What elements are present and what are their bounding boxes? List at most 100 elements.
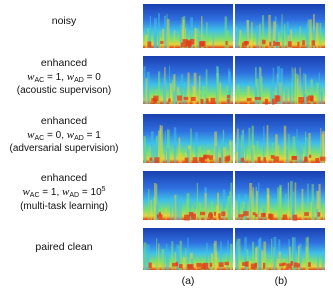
spectrogram-streak [195,132,198,163]
spectrogram-energy [262,262,266,269]
spectrogram-energy [187,264,194,270]
spectrogram-energy [254,96,261,101]
spectrogram-streak [251,21,253,48]
spectrogram-streak [236,32,238,48]
spectrogram-streak [201,16,203,48]
spectrogram-streak [210,201,214,220]
spectrogram-streak [154,18,157,48]
spectrogram-energy [319,156,326,161]
spectrogram-streak [147,28,150,48]
spectrogram-energy [148,262,152,269]
spectrogram-streak [292,69,295,104]
spectrogram-streak [259,23,261,48]
spectrogram-streak [189,202,192,220]
spectrogram-energy [199,42,205,46]
spectrogram-streak [320,128,322,163]
spectrogram-streak [149,15,151,48]
spectrogram-streak [164,15,166,49]
spectrogram-streak [164,80,166,104]
spectrogram-streak [236,31,239,48]
spectrogram-streak [256,140,259,163]
spectrogram-streak [169,83,173,104]
spectrogram-energy [192,157,198,164]
spectrogram-energy [206,98,209,104]
spectrogram-streak [313,30,315,48]
spectrogram-streak [230,209,234,220]
spectrogram-streak [173,74,176,104]
row-formula: wAC = 0, wAD = 1 [27,129,101,142]
spectrogram-streak [213,242,216,270]
spectrogram-energy [302,40,305,46]
spectrogram-streak [228,68,230,104]
spectrogram-streak [198,203,202,220]
spectrogram-streak [230,182,233,220]
spectrogram-streak [215,146,219,163]
spectrogram-streak [177,204,180,220]
spectrogram-streak [168,65,170,104]
spectrogram-streak [227,30,229,48]
spectrogram-energy [292,214,298,221]
spectrogram-energy [268,213,274,219]
spectrogram-streak [252,187,254,220]
spectrogram-streak [237,84,240,104]
spectrogram-energy [191,213,196,220]
spectrogram-streak [305,131,307,163]
spectrogram-streak [240,147,242,163]
spectrogram-energy [158,211,161,217]
spectrogram-streak [187,149,190,163]
spectrogram-energy [263,157,266,162]
spectrogram-streak [289,87,292,104]
spectrogram-energy [306,96,309,102]
spectrogram-streak [244,237,247,270]
spectrogram-streak [258,182,260,220]
spectrogram-streak [156,260,159,270]
spectrogram-energy [200,211,206,216]
row-title: paired clean [35,241,92,253]
spectrogram-streak [221,139,224,163]
spectrogram-energy [287,41,292,47]
spectrogram-streak [294,73,298,104]
spectrogram-streak [199,75,201,104]
spectrogram-streak [248,261,252,270]
spectrogram-streak [299,144,301,163]
spectrogram-streak [305,28,307,48]
spectrogram-energy [271,98,275,105]
spectrogram-streak [190,128,192,163]
spectrogram-energy [190,96,196,101]
spectrogram-streak [148,188,150,220]
spectrogram-streak [260,76,263,104]
spectrogram-streak [271,78,274,104]
spectrogram-streak [310,201,312,220]
spectrogram-streak [159,128,162,163]
spectrogram-streak [249,39,253,48]
spectrogram-energy [147,41,152,48]
spectrogram-streak [281,14,283,49]
spectrogram-streak [190,17,193,48]
spectrogram-streak [158,130,161,163]
spectrogram-streak [271,238,273,270]
spectrogram-streak [283,125,287,163]
spectrogram-streak [265,261,269,270]
spectrogram-streak [313,209,315,220]
spectrogram-energy [182,39,188,44]
spectrogram-streak [285,193,287,220]
spectrogram-streak [185,248,187,270]
spectrogram-streak [149,146,151,163]
spectrogram-streak [277,187,279,220]
spectrogram-streak [157,71,161,104]
spectrogram-energy [203,262,209,269]
spectrogram-energy [254,262,258,268]
spectrogram-energy [243,41,249,45]
spectrogram-streak [316,190,319,220]
spectrogram-energy [210,97,216,104]
spectrogram-streak [297,74,299,104]
spectrogram-energy [208,213,213,218]
spectrogram-streak [241,130,244,163]
spectrogram-streak [153,147,156,163]
spectrogram-streak [179,152,182,163]
spectrogram-energy [210,213,213,220]
spectrogram-streak [320,89,323,104]
spectrogram-streak [204,93,207,104]
spectrogram-streak [196,183,199,220]
